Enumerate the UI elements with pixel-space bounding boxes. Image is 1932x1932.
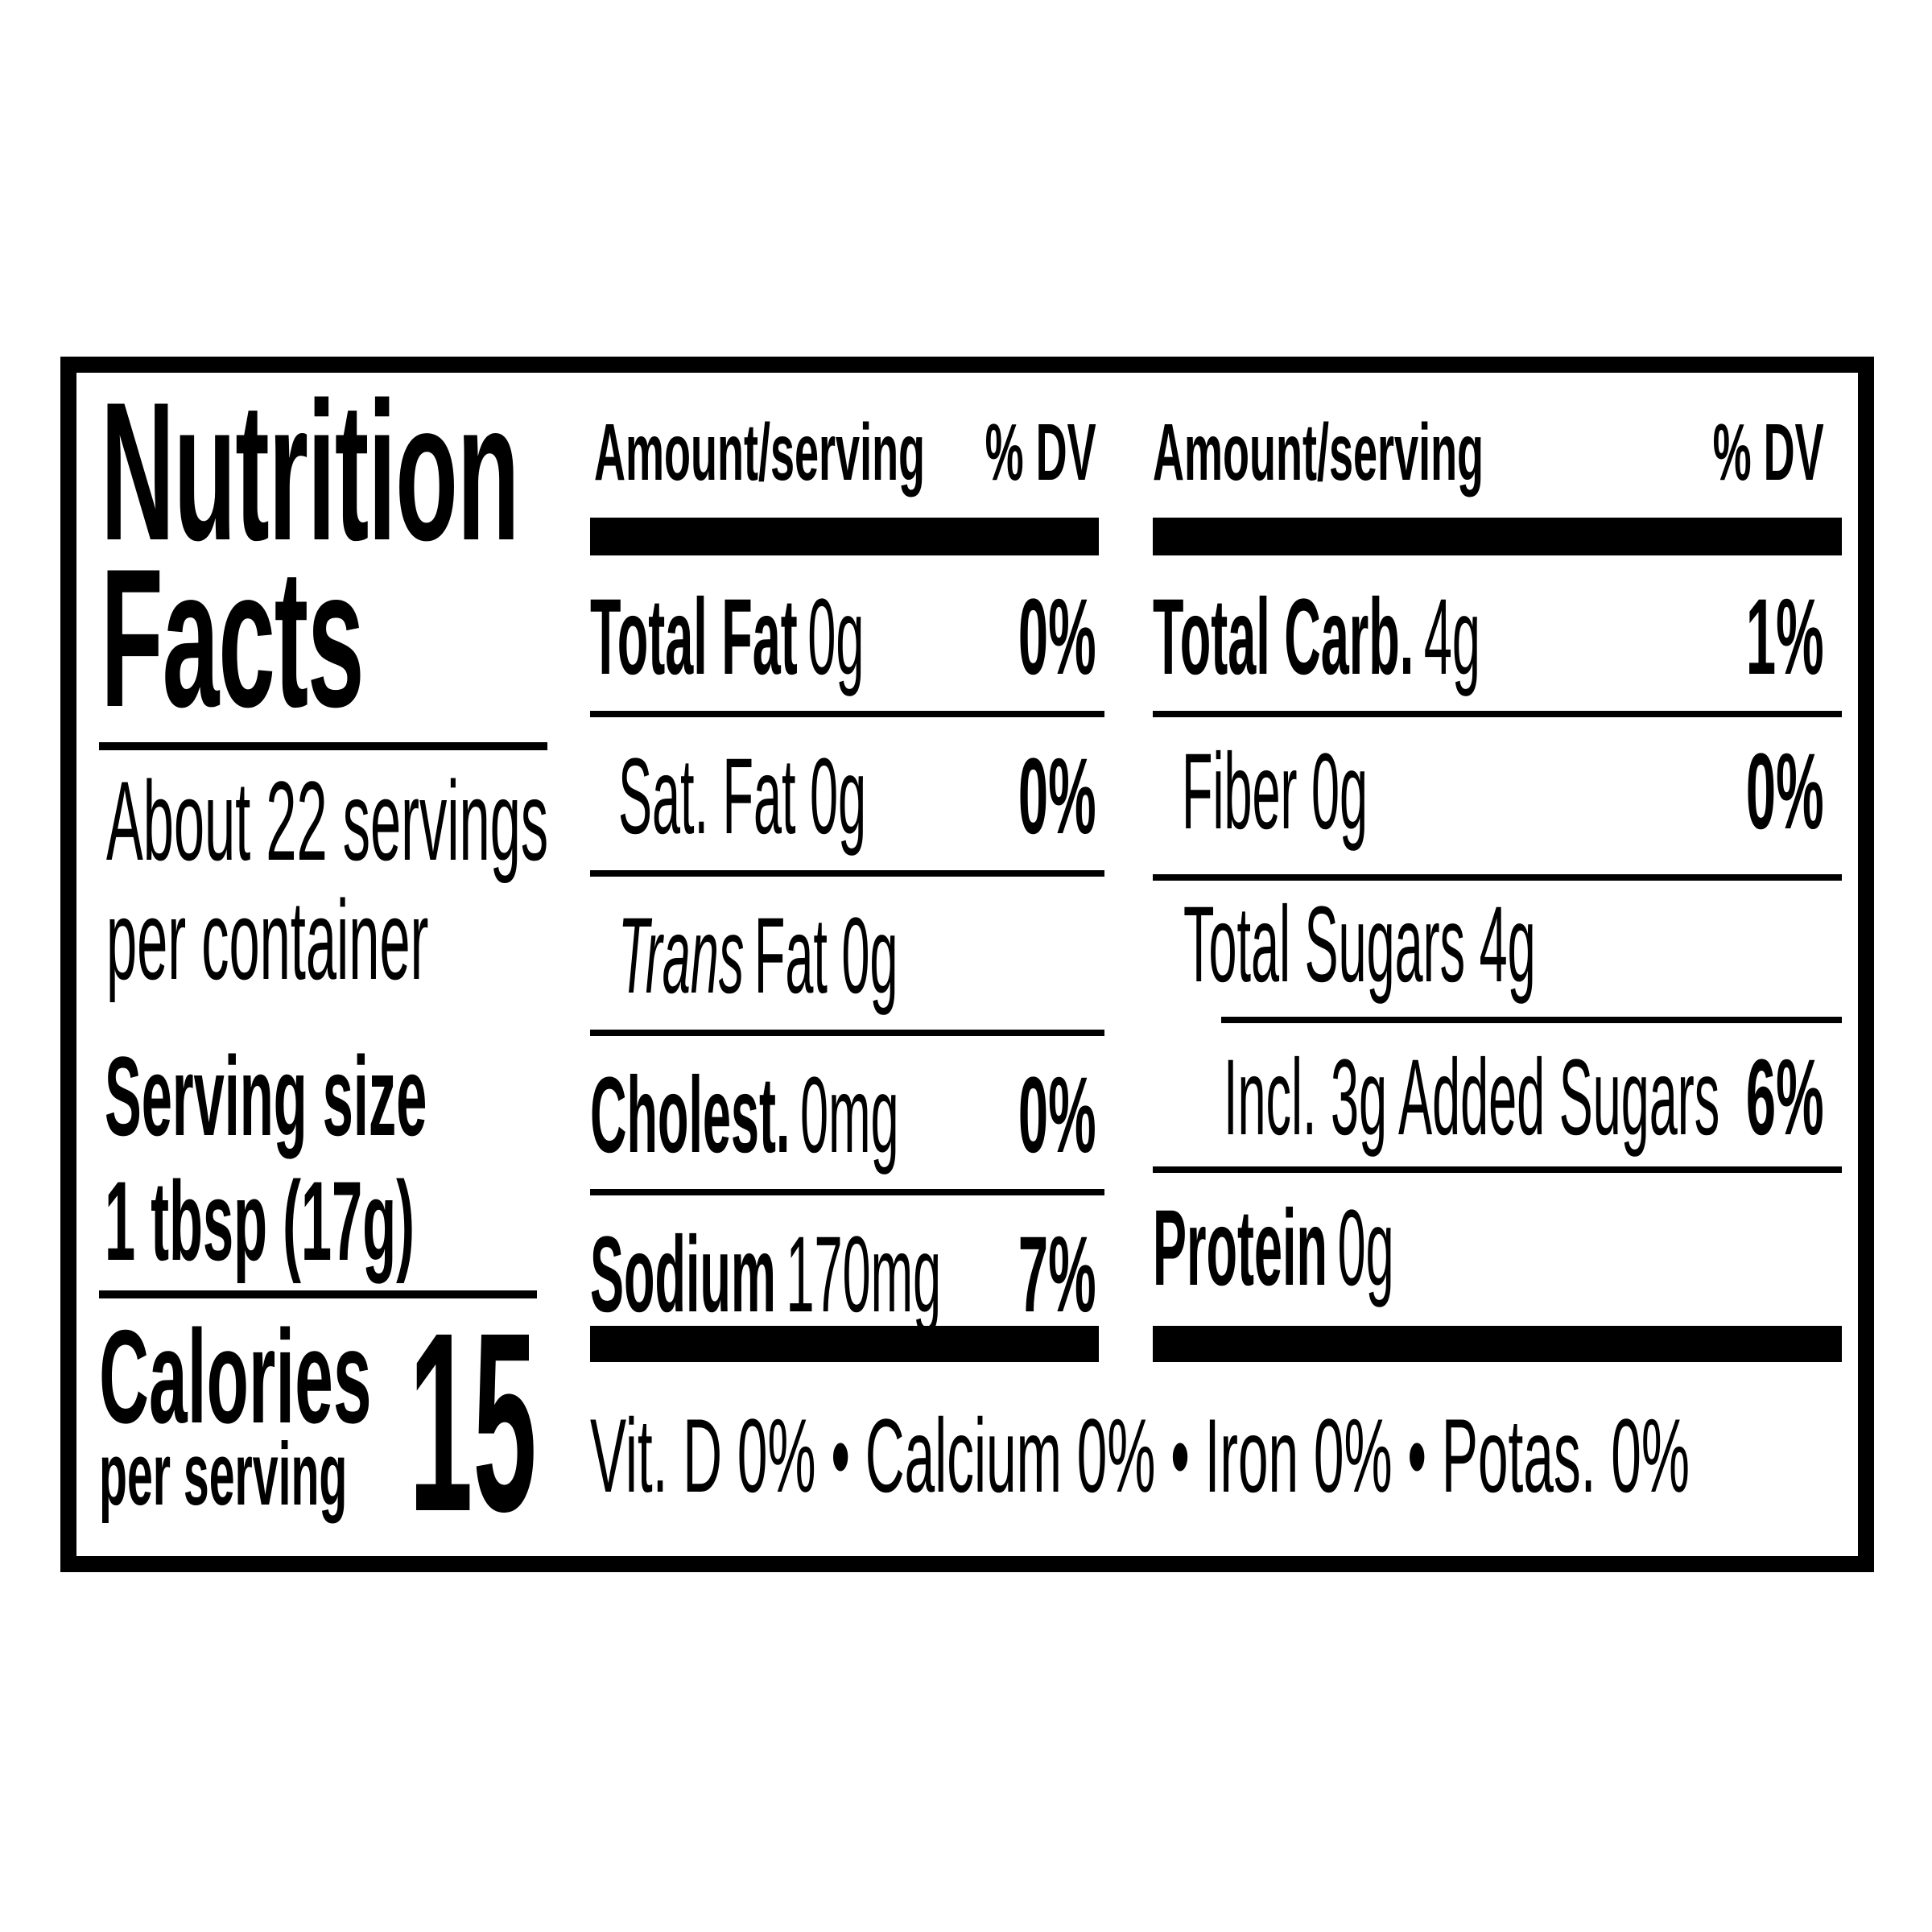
col3-rule-4 — [1153, 1166, 1842, 1173]
row-fiber: Fiber 0g — [1182, 732, 1368, 852]
serving-size-label: Serving size — [105, 1033, 427, 1159]
col2-header-dv: % DV — [985, 407, 1096, 497]
row-total-fat: Total Fat0g — [590, 577, 865, 697]
row-protein: Protein0g — [1153, 1188, 1394, 1308]
divider-under-title — [99, 742, 547, 750]
row-total-carb: Total Carb.4g — [1153, 577, 1480, 697]
col3-rule-2 — [1153, 874, 1842, 881]
calories-value: 15 — [409, 1280, 537, 1565]
row-fiber-dv: 0% — [1746, 732, 1824, 852]
row-sat-fat-dv: 0% — [1018, 737, 1096, 857]
label-title-line1: Nutrition — [101, 361, 520, 581]
calories-sublabel: per serving — [99, 1425, 348, 1524]
serving-size-block: Serving size 1 tbsp (17g) — [105, 1034, 427, 1283]
col3-rule-3-indented — [1221, 1017, 1842, 1023]
row-total-carb-dv: 1% — [1746, 577, 1824, 697]
servings-line1: About 22 servings — [106, 758, 549, 884]
col2-bottom-bar — [590, 1326, 1099, 1362]
serving-size-value: 1 tbsp (17g) — [105, 1158, 415, 1284]
servings-per-container: About 22 servings per container — [106, 762, 548, 1000]
col3-rule-1 — [1153, 711, 1842, 717]
row-added-sugars-dv: 6% — [1746, 1038, 1824, 1158]
row-sat-fat: Sat. Fat 0g — [618, 737, 867, 857]
label-title-line2: Facts — [101, 527, 365, 748]
col2-rule-2 — [590, 870, 1104, 877]
col3-bottom-bar — [1153, 1326, 1842, 1362]
col2-header-amount: Amount/serving — [594, 407, 926, 497]
row-total-sugars: Total Sugars 4g — [1183, 885, 1536, 1005]
calories-label: Calories — [99, 1302, 372, 1451]
row-sodium: Sodium170mg — [590, 1215, 942, 1335]
col2-rule-3 — [590, 1030, 1104, 1036]
row-added-sugars: Incl. 3g Added Sugars — [1224, 1038, 1720, 1158]
nutrition-facts-label: Nutrition Facts About 22 servings per co… — [60, 357, 1874, 1572]
col2-top-bar — [590, 518, 1099, 555]
row-trans-fat: TransFat 0g — [618, 896, 898, 1016]
label-title: Nutrition Facts — [101, 361, 520, 748]
vitamins-footnote: Vit. D 0% • Calcium 0% • Iron 0% • Potas… — [590, 1397, 1690, 1514]
col3-header-dv: % DV — [1712, 407, 1824, 497]
col2-rule-1 — [590, 711, 1104, 717]
col2-rule-4 — [590, 1189, 1104, 1195]
row-sodium-dv: 7% — [1018, 1215, 1096, 1335]
row-total-fat-dv: 0% — [1018, 577, 1096, 697]
row-cholesterol: Cholest.0mg — [590, 1055, 899, 1175]
divider-above-calories — [99, 1290, 537, 1298]
servings-line2: per container — [106, 877, 429, 1003]
col3-header-amount: Amount/serving — [1153, 407, 1484, 497]
col3-top-bar — [1153, 518, 1842, 555]
row-cholesterol-dv: 0% — [1018, 1055, 1096, 1175]
